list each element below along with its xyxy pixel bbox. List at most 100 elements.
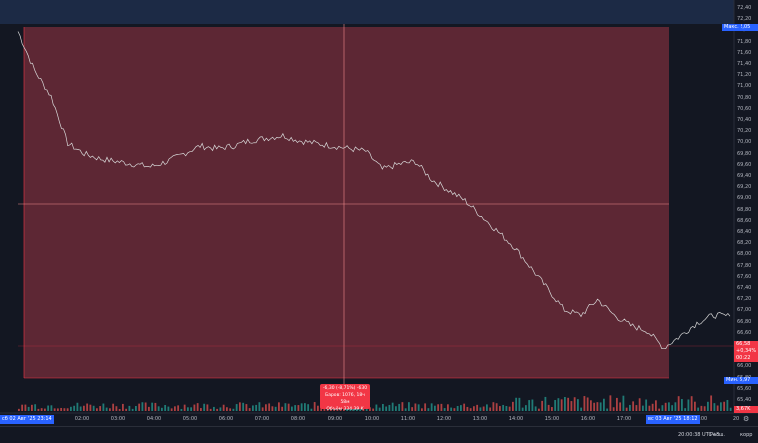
volume-bar xyxy=(261,407,264,411)
volume-bar xyxy=(222,404,225,411)
volume-bar xyxy=(619,402,622,411)
volume-bar xyxy=(658,408,661,411)
volume-bar xyxy=(534,406,537,411)
volume-bar xyxy=(27,406,30,411)
volume-bar xyxy=(469,408,472,411)
measure-rect xyxy=(24,27,669,378)
volume-badge: 3,67K xyxy=(734,406,758,413)
volume-bar xyxy=(92,405,95,411)
volume-bar xyxy=(60,407,63,411)
volume-bar xyxy=(710,395,713,411)
volume-bar xyxy=(629,404,631,411)
time-tick-label: 12:00 xyxy=(436,416,452,422)
volume-bar xyxy=(47,405,50,411)
volume-bar xyxy=(333,407,336,411)
volume-bar xyxy=(287,403,290,411)
volume-bar xyxy=(112,403,115,411)
price-tick-label: 68,20 xyxy=(737,240,752,247)
volume-bar xyxy=(495,403,498,411)
time-tick-label: 09:00 xyxy=(327,416,343,422)
volume-bar xyxy=(723,401,726,411)
volume-bar xyxy=(89,404,92,411)
volume-bar xyxy=(518,397,521,411)
volume-bar xyxy=(612,407,615,411)
time-tick-label: 08:00 xyxy=(290,416,306,422)
volume-bar xyxy=(18,408,20,411)
price-tick-label: 67,00 xyxy=(737,307,752,314)
volume-bar xyxy=(167,406,170,411)
time-tick-label: 14:00 xyxy=(508,416,524,422)
volume-bar xyxy=(307,404,310,411)
volume-bar xyxy=(635,405,638,411)
volume-bar xyxy=(599,402,602,411)
volume-bar xyxy=(369,407,371,411)
gear-icon[interactable]: ⚙ xyxy=(743,415,750,423)
volume-bar xyxy=(216,408,219,411)
volume-bar xyxy=(105,407,108,411)
current-time-badge: 00:22 xyxy=(734,355,758,362)
volume-bar xyxy=(720,402,722,411)
price-tick-label: 69,00 xyxy=(737,195,752,202)
price-tick-label: 68,00 xyxy=(737,251,752,258)
volume-bar xyxy=(378,407,381,411)
volume-bar xyxy=(430,403,433,411)
volume-bar xyxy=(294,405,297,411)
volume-bar xyxy=(551,407,553,411)
volume-bar xyxy=(616,397,618,411)
volume-bar xyxy=(541,400,544,411)
price-tick-label: 71,40 xyxy=(737,61,752,67)
volume-bar xyxy=(476,404,479,411)
price-tick-label: 70,40 xyxy=(737,117,752,123)
clock[interactable]: 20:00:38 UTC+3 xyxy=(678,432,720,438)
volume-bar xyxy=(479,407,482,411)
volume-bar xyxy=(648,405,651,411)
time-tick-label: 11:00 xyxy=(400,416,416,422)
volume-bar xyxy=(531,399,534,411)
volume-bar xyxy=(570,401,573,411)
volume-bar xyxy=(512,401,514,411)
volume-bar xyxy=(268,403,271,411)
volume-bar xyxy=(437,404,440,411)
time-axis[interactable]: 302:0003:0004:0005:0006:0007:0008:0009:0… xyxy=(0,413,739,426)
volume-bar xyxy=(102,403,105,411)
volume-bar xyxy=(502,404,505,411)
volume-bar xyxy=(206,404,209,411)
price-tick-label: 70,80 xyxy=(737,94,752,101)
time-tick-label: 03:00 xyxy=(110,416,126,422)
volume-bar xyxy=(154,402,157,411)
time-tick-label: 15:00 xyxy=(544,416,560,422)
volume-bar xyxy=(346,408,349,411)
volume-bar xyxy=(388,404,391,411)
volume-bar xyxy=(395,406,397,411)
volume-bar xyxy=(50,405,53,411)
price-axis[interactable]: 72,4072,2072,0071,8071,6071,4071,2071,00… xyxy=(734,0,758,414)
volume-bar xyxy=(638,398,641,411)
price-tick-label: 68,60 xyxy=(737,217,752,224)
volume-bar xyxy=(183,404,186,411)
volume-bar xyxy=(255,404,258,411)
volume-bar xyxy=(427,408,430,411)
volume-bar xyxy=(544,396,547,411)
volume-bar xyxy=(567,397,570,411)
session-toggle[interactable]: Расш. xyxy=(710,432,725,438)
volume-bar xyxy=(463,403,466,411)
adjust-toggle[interactable]: корр xyxy=(740,432,753,438)
price-tick-label: 69,80 xyxy=(737,150,752,157)
volume-bar xyxy=(473,406,475,411)
volume-bar xyxy=(655,400,657,411)
volume-bar xyxy=(456,405,459,411)
volume-bar xyxy=(421,408,423,411)
price-line xyxy=(17,31,731,349)
time-tick-label: 17:00 xyxy=(616,416,632,422)
volume-bar xyxy=(200,408,202,411)
volume-bar xyxy=(203,403,206,411)
volume-bar xyxy=(313,402,316,411)
volume-bar xyxy=(447,404,449,411)
price-tick-label: 70,20 xyxy=(737,128,752,135)
volume-bar xyxy=(164,404,167,411)
volume-bar xyxy=(86,403,89,411)
volume-bar xyxy=(443,408,446,411)
volume-bar xyxy=(674,402,677,411)
volume-bar xyxy=(596,402,599,411)
